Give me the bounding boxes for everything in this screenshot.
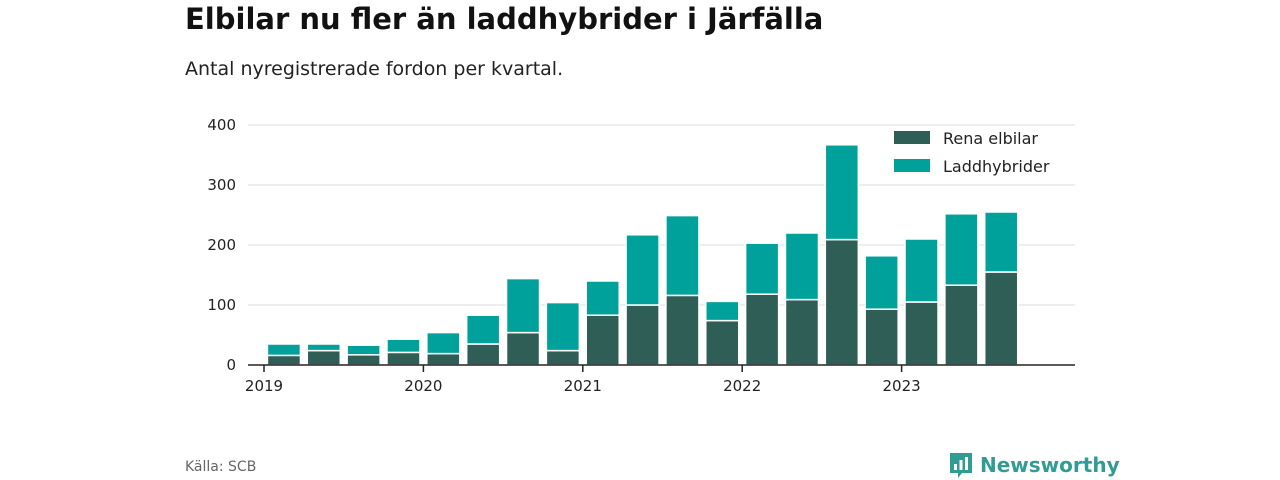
bar-rena-elbilar: 2020 Q3 — Rena elbilar: 54 — [505, 331, 541, 366]
bar-rena-elbilar: 2020 Q1 — Rena elbilar: 19 — [426, 352, 461, 366]
bar-rena-elbilar: 2023 Q2 — Rena elbilar: 133 — [944, 284, 979, 366]
bar-laddhybrider: 2020 Q4 — Laddhybrider: 80 — [545, 301, 581, 352]
bar-rena-elbilar: 2019 Q1 — Rena elbilar: 16 — [266, 354, 302, 366]
bar-laddhybrider: 2022 Q3 — Laddhybrider: 158 — [824, 144, 860, 241]
bar-rena-elbilar: 2023 Q3 — Rena elbilar: 155 — [983, 271, 1019, 366]
bar-laddhybrider: 2019 Q3 — Laddhybrider: 16 — [346, 344, 381, 356]
y-axis-tick-labels: 0 100 200 300 400 — [207, 116, 236, 374]
legend-swatch-rena-elbilar — [894, 131, 930, 144]
bar-laddhybrider: 2021 Q2 — Laddhybrider: 117 — [625, 234, 660, 306]
y-tick-label: 300 — [207, 176, 236, 194]
bar-rena-elbilar: 2022 Q4 — Rena elbilar: 93 — [864, 308, 899, 366]
chart-subtitle: Antal nyregistrerade fordon per kvartal. — [185, 58, 564, 80]
bar-laddhybrider: 2021 Q3 — Laddhybrider: 133 — [665, 214, 700, 297]
y-tick-label: 200 — [207, 236, 236, 254]
bar-rena-elbilar: 2019 Q4 — Rena elbilar: 21 — [386, 351, 421, 366]
bar-rena-elbilar: 2020 Q2 — Rena elbilar: 35 — [465, 343, 501, 366]
bar-rena-elbilar: 2021 Q2 — Rena elbilar: 100 — [625, 304, 660, 366]
legend-label-rena-elbilar: Rena elbilar — [943, 129, 1038, 148]
bar-rena-elbilar: 2019 Q2 — Rena elbilar: 24 — [306, 349, 342, 366]
bars: 2019 Q1 — Rena elbilar: 162019 Q1 — Ladd… — [266, 144, 1019, 366]
bar-laddhybrider: 2022 Q4 — Laddhybrider: 89 — [864, 255, 899, 310]
x-tick-label: 2019 — [245, 377, 283, 395]
x-axis-ticks: 2019 2020 2021 2022 2023 — [245, 365, 921, 395]
y-tick-label: 0 — [226, 356, 236, 374]
brand-name: Newsworthy — [980, 453, 1120, 477]
bar-rena-elbilar: 2023 Q1 — Rena elbilar: 105 — [904, 301, 939, 366]
bar-laddhybrider: 2020 Q1 — Laddhybrider: 35 — [426, 331, 461, 355]
bar-laddhybrider: 2019 Q4 — Laddhybrider: 22 — [386, 338, 421, 354]
x-tick-label: 2021 — [564, 377, 602, 395]
y-tick-label: 100 — [207, 296, 236, 314]
bar-rena-elbilar: 2021 Q3 — Rena elbilar: 116 — [665, 294, 700, 366]
y-tick-label: 400 — [207, 116, 236, 134]
bar-laddhybrider: 2019 Q2 — Laddhybrider: 11 — [306, 343, 342, 352]
bar-laddhybrider: 2019 Q1 — Laddhybrider: 19 — [266, 343, 302, 357]
x-tick-label: 2023 — [883, 377, 921, 395]
bar-rena-elbilar: 2019 Q3 — Rena elbilar: 17 — [346, 354, 381, 366]
bar-laddhybrider: 2023 Q2 — Laddhybrider: 119 — [944, 213, 979, 286]
bar-laddhybrider: 2022 Q1 — Laddhybrider: 85 — [744, 242, 780, 295]
bar-laddhybrider: 2021 Q1 — Laddhybrider: 57 — [585, 280, 620, 316]
legend-label-laddhybrider: Laddhybrider — [943, 157, 1050, 176]
bar-rena-elbilar: 2020 Q4 — Rena elbilar: 24 — [545, 349, 581, 366]
bar-laddhybrider: 2021 Q4 — Laddhybrider: 32 — [705, 300, 740, 322]
bar-laddhybrider: 2023 Q1 — Laddhybrider: 105 — [904, 238, 939, 303]
legend: Rena elbilar Laddhybrider — [894, 129, 1050, 176]
bar-rena-elbilar: 2022 Q3 — Rena elbilar: 209 — [824, 238, 860, 366]
bar-rena-elbilar: 2021 Q1 — Rena elbilar: 83 — [585, 314, 620, 366]
x-tick-label: 2022 — [723, 377, 761, 395]
bar-laddhybrider: 2020 Q2 — Laddhybrider: 48 — [465, 314, 501, 345]
legend-swatch-laddhybrider — [894, 159, 930, 172]
bar-rena-elbilar: 2022 Q2 — Rena elbilar: 109 — [784, 298, 820, 366]
x-tick-label: 2020 — [404, 377, 442, 395]
bar-laddhybrider: 2023 Q3 — Laddhybrider: 100 — [983, 211, 1019, 273]
bar-laddhybrider: 2020 Q3 — Laddhybrider: 90 — [505, 277, 541, 334]
bar-rena-elbilar: 2022 Q1 — Rena elbilar: 118 — [744, 293, 780, 366]
source-note: Källa: SCB — [185, 459, 257, 475]
chart-title: Elbilar nu fler än laddhybrider i Järfäl… — [185, 2, 824, 36]
newsworthy-logo[interactable]: Newsworthy — [948, 450, 1120, 480]
bar-rena-elbilar: 2021 Q4 — Rena elbilar: 74 — [705, 319, 740, 366]
bar-chart-logo-icon — [950, 453, 972, 478]
stacked-bar-chart: 0 100 200 300 400 2019 Q1 — Rena elbilar: 16… — [207, 116, 1075, 395]
bar-laddhybrider: 2022 Q2 — Laddhybrider: 111 — [784, 232, 820, 301]
